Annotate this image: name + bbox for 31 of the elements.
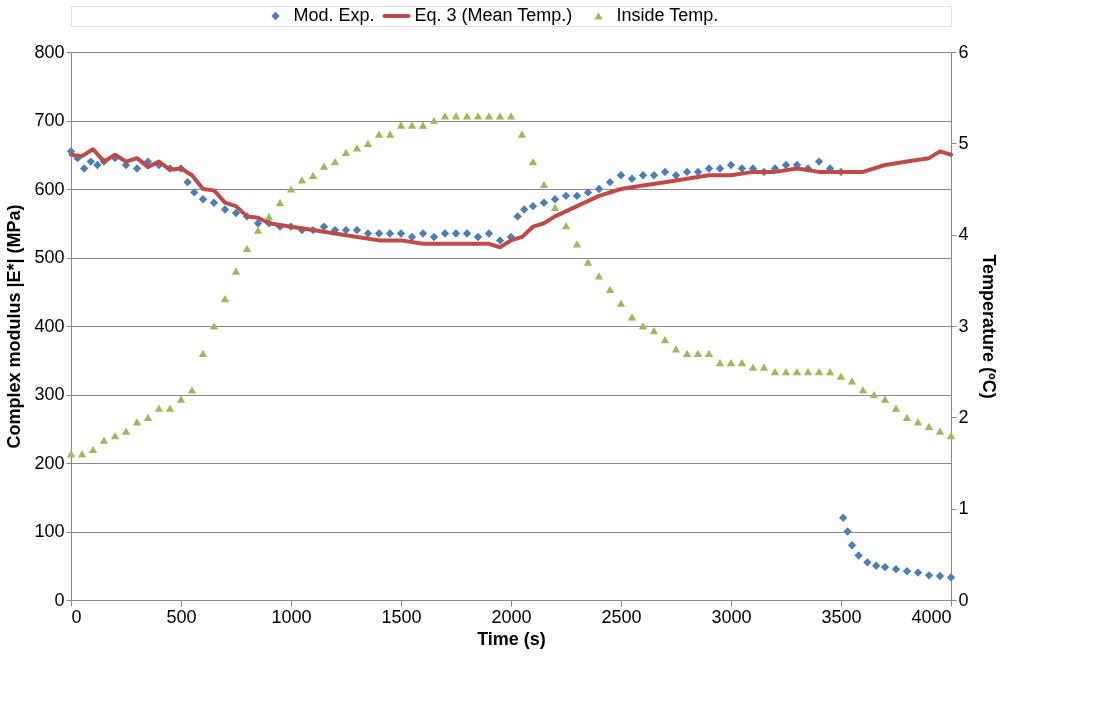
- x-tick-label: 3500: [821, 606, 862, 627]
- y-tick-label: 700: [34, 110, 65, 130]
- x-tick-label: 2000: [491, 606, 532, 627]
- y2-axis-title: Temperature (ºC): [978, 254, 999, 399]
- y-tick-label: 300: [34, 384, 65, 404]
- legend-label: Mod. Exp.: [293, 5, 375, 25]
- y-tick-label: 400: [34, 315, 65, 336]
- y2-tick-label: 4: [958, 224, 969, 245]
- x-tick-label: 3000: [711, 606, 752, 627]
- x-tick-label: 0: [71, 606, 82, 627]
- y2-tick-label: 1: [958, 498, 969, 519]
- legend-label: Inside Temp.: [616, 5, 719, 25]
- y2-tick-label: 3: [958, 315, 969, 336]
- y-tick-label: 100: [34, 521, 65, 541]
- x-tick-label: 1000: [271, 606, 312, 627]
- legend-label: Eq. 3 (Mean Temp.): [414, 5, 573, 25]
- y2-tick-label: 2: [958, 406, 969, 427]
- x-tick-label: 500: [166, 606, 197, 627]
- y-axis-title: Complex modulus |E*| (MPa): [4, 204, 25, 449]
- x-tick-label: 2500: [601, 606, 642, 627]
- y-tick-label: 0: [54, 589, 65, 610]
- x-axis-title: Time (s): [477, 628, 546, 649]
- x-tick-label: 1500: [381, 606, 422, 627]
- y-tick-label: 800: [34, 41, 65, 62]
- y-tick-label: 600: [34, 178, 65, 199]
- y-tick-label: 200: [34, 452, 65, 473]
- y2-tick-label: 0: [958, 589, 969, 610]
- y2-tick-label: 5: [958, 132, 969, 153]
- x-tick-label: 4000: [911, 606, 952, 627]
- y-tick-label: 500: [34, 247, 65, 267]
- y2-tick-label: 6: [958, 41, 969, 62]
